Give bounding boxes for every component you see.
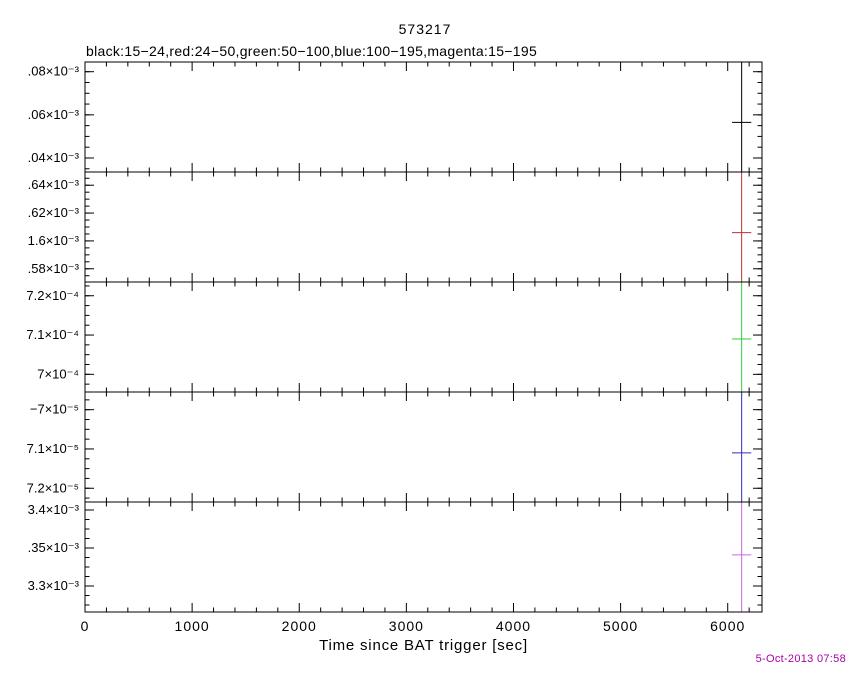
y-tick-label: .06×10⁻³: [28, 107, 80, 122]
panel-border: [84, 391, 763, 503]
panel-border: [84, 501, 763, 613]
x-tick-label: 2000: [282, 618, 317, 634]
x-tick-label: 4000: [496, 618, 531, 634]
y-tick-label: .64×10⁻³: [28, 177, 80, 192]
x-tick-label: 0: [81, 618, 90, 634]
x-axis-label: Time since BAT trigger [sec]: [319, 637, 528, 654]
panel-border: [84, 281, 763, 393]
y-tick-label: 7.2×10⁻⁴: [26, 288, 79, 303]
y-tick-label: .58×10⁻³: [28, 261, 80, 276]
y-tick-label: 7×10⁻⁴: [37, 366, 79, 381]
x-tick-label: 3000: [389, 618, 424, 634]
page-title: 573217: [398, 21, 452, 37]
panel-border: [84, 61, 763, 173]
y-tick-label: 7.1×10⁻⁵: [27, 441, 79, 456]
y-tick-label: 1.6×10⁻³: [28, 233, 80, 248]
y-tick-label: 3.4×10⁻³: [28, 502, 80, 517]
y-tick-label: .04×10⁻³: [28, 150, 80, 165]
y-tick-label: .62×10⁻³: [28, 205, 80, 220]
y-tick-label: .08×10⁻³: [28, 64, 80, 79]
energy-band-legend: black:15−24,red:24−50,green:50−100,blue:…: [86, 43, 538, 59]
y-tick-label: 7.2×10⁻⁵: [27, 480, 79, 495]
panel-border: [84, 171, 763, 283]
y-tick-label: 7.1×10⁻⁴: [26, 327, 79, 342]
y-tick-label: −7×10⁻⁵: [30, 402, 79, 417]
x-tick-label: 1000: [175, 618, 210, 634]
y-tick-label: 3.3×10⁻³: [28, 578, 80, 593]
x-tick-label: 6000: [710, 618, 745, 634]
x-tick-label: 5000: [603, 618, 638, 634]
y-tick-label: .35×10⁻³: [28, 540, 80, 555]
creation-timestamp: 5-Oct-2013 07:58: [755, 653, 846, 665]
